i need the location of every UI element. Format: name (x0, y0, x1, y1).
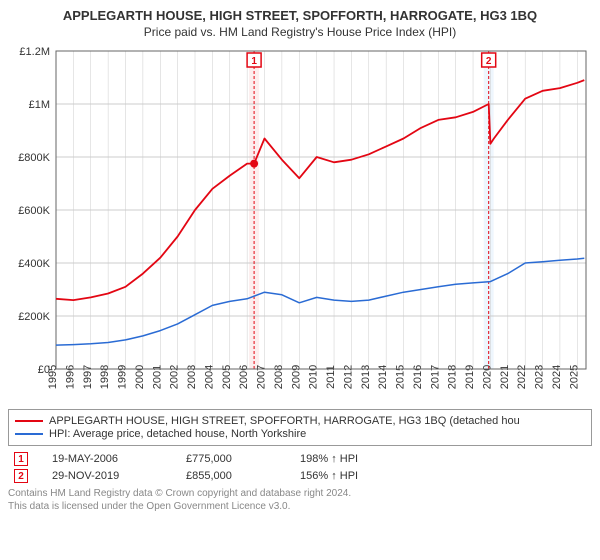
chart-plot: £0£200K£400K£600K£800K£1M£1.2M1995199619… (8, 45, 592, 405)
table-row: 1 19-MAY-2006 £775,000 198% ↑ HPI (14, 452, 592, 466)
transaction-price: £775,000 (186, 453, 276, 465)
svg-text:2009: 2009 (290, 365, 302, 389)
svg-text:1: 1 (251, 56, 257, 67)
transaction-price: £855,000 (186, 470, 276, 482)
legend-item: APPLEGARTH HOUSE, HIGH STREET, SPOFFORTH… (15, 415, 585, 427)
transaction-marker-icon: 2 (14, 469, 28, 483)
legend: APPLEGARTH HOUSE, HIGH STREET, SPOFFORTH… (8, 409, 592, 446)
legend-label: APPLEGARTH HOUSE, HIGH STREET, SPOFFORTH… (49, 415, 520, 427)
legend-swatch (15, 433, 43, 435)
chart-subtitle: Price paid vs. HM Land Registry's House … (8, 25, 592, 39)
svg-text:2016: 2016 (412, 365, 424, 389)
svg-text:2000: 2000 (134, 365, 146, 389)
transaction-date: 19-MAY-2006 (52, 453, 162, 465)
transaction-marker-icon: 1 (14, 452, 28, 466)
svg-text:2015: 2015 (395, 365, 407, 389)
svg-text:2: 2 (486, 56, 492, 67)
svg-text:£600K: £600K (18, 205, 50, 217)
svg-text:2025: 2025 (568, 365, 580, 389)
svg-text:1995: 1995 (47, 365, 59, 389)
svg-text:2008: 2008 (273, 365, 285, 389)
svg-text:2004: 2004 (203, 365, 215, 389)
svg-text:2021: 2021 (499, 365, 511, 389)
svg-text:2020: 2020 (481, 365, 493, 389)
svg-text:2005: 2005 (221, 365, 233, 389)
legend-label: HPI: Average price, detached house, Nort… (49, 428, 306, 440)
svg-text:1996: 1996 (64, 365, 76, 389)
table-row: 2 29-NOV-2019 £855,000 156% ↑ HPI (14, 469, 592, 483)
svg-text:1999: 1999 (117, 365, 129, 389)
svg-text:2001: 2001 (151, 365, 163, 389)
svg-text:2010: 2010 (308, 365, 320, 389)
svg-text:2012: 2012 (342, 365, 354, 389)
transaction-delta: 156% ↑ HPI (300, 470, 410, 482)
transaction-date: 29-NOV-2019 (52, 470, 162, 482)
footer-line: Contains HM Land Registry data © Crown c… (8, 487, 592, 500)
chart-container: APPLEGARTH HOUSE, HIGH STREET, SPOFFORTH… (0, 0, 600, 517)
chart-svg: £0£200K£400K£600K£800K£1M£1.2M1995199619… (8, 45, 592, 405)
svg-text:£1M: £1M (29, 99, 50, 111)
svg-text:2018: 2018 (447, 365, 459, 389)
svg-text:£200K: £200K (18, 311, 50, 323)
footer-line: This data is licensed under the Open Gov… (8, 500, 592, 513)
legend-swatch (15, 420, 43, 422)
svg-text:£400K: £400K (18, 258, 50, 270)
svg-text:2024: 2024 (551, 365, 563, 389)
svg-text:2006: 2006 (238, 365, 250, 389)
transactions-table: 1 19-MAY-2006 £775,000 198% ↑ HPI 2 29-N… (8, 452, 592, 483)
svg-text:2022: 2022 (516, 365, 528, 389)
svg-text:2017: 2017 (429, 365, 441, 389)
svg-text:2003: 2003 (186, 365, 198, 389)
svg-text:2007: 2007 (256, 365, 268, 389)
svg-text:2023: 2023 (534, 365, 546, 389)
footer-attribution: Contains HM Land Registry data © Crown c… (8, 487, 592, 513)
svg-text:2002: 2002 (169, 365, 181, 389)
svg-text:2013: 2013 (360, 365, 372, 389)
svg-text:£800K: £800K (18, 152, 50, 164)
transaction-delta: 198% ↑ HPI (300, 453, 410, 465)
svg-text:1997: 1997 (82, 365, 94, 389)
svg-text:2019: 2019 (464, 365, 476, 389)
svg-text:2014: 2014 (377, 365, 389, 389)
svg-text:1998: 1998 (99, 365, 111, 389)
legend-item: HPI: Average price, detached house, Nort… (15, 428, 585, 440)
chart-title: APPLEGARTH HOUSE, HIGH STREET, SPOFFORTH… (8, 8, 592, 23)
svg-text:£1.2M: £1.2M (19, 46, 50, 58)
